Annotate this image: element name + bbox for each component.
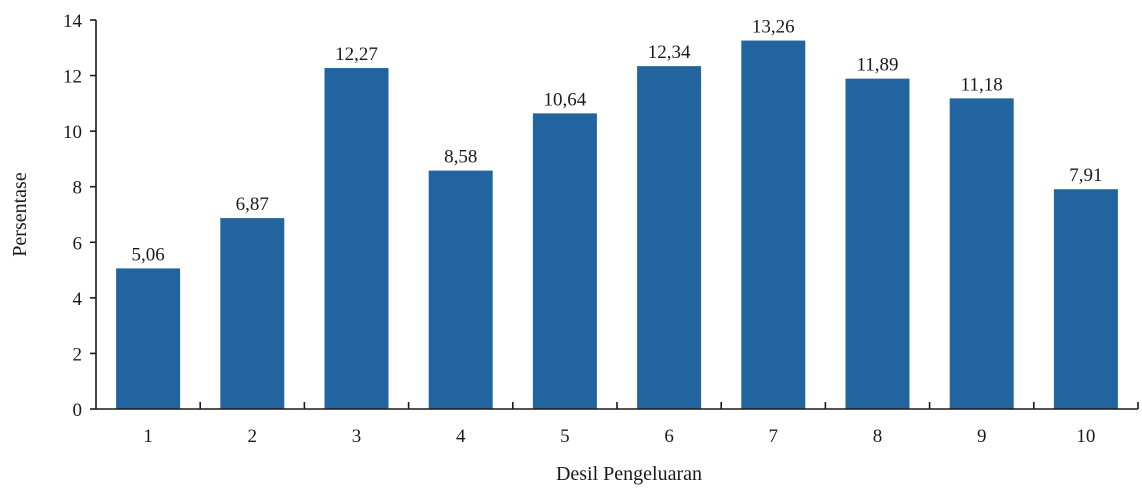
bar xyxy=(324,68,389,410)
x-tick-label: 1 xyxy=(143,426,153,447)
bar xyxy=(845,78,910,409)
bar-value-label: 13,26 xyxy=(752,17,795,38)
y-tick-label: 10 xyxy=(63,122,82,143)
bar xyxy=(532,113,597,410)
x-tick-label: 2 xyxy=(248,426,258,447)
bar xyxy=(637,66,702,410)
bar-value-label: 7,91 xyxy=(1069,165,1102,186)
x-tick-label: 9 xyxy=(977,426,987,447)
x-axis-title: Desil Pengeluaran xyxy=(556,463,702,485)
bar xyxy=(949,98,1014,409)
bar-value-label: 5,06 xyxy=(131,244,164,265)
bar-value-label: 6,87 xyxy=(236,194,269,215)
x-axis-ticks: 1 2 3 4 5 6 7 8 9 10 xyxy=(143,402,1139,447)
y-tick-label: 0 xyxy=(73,400,83,421)
bar xyxy=(220,218,285,409)
y-tick-label: 14 xyxy=(63,11,83,32)
bar-value-label: 12,34 xyxy=(648,42,691,63)
bar xyxy=(741,40,806,409)
bar xyxy=(116,268,181,409)
bar xyxy=(1053,189,1118,409)
y-tick-label: 4 xyxy=(73,289,83,310)
y-axis-ticks: 0 2 4 6 8 10 12 14 xyxy=(63,11,96,421)
x-tick-label: 4 xyxy=(456,426,466,447)
y-tick-label: 12 xyxy=(63,67,82,88)
x-tick-label: 8 xyxy=(873,426,883,447)
bar-value-label: 10,64 xyxy=(544,89,587,110)
y-tick-label: 8 xyxy=(73,178,83,199)
x-tick-label: 10 xyxy=(1076,426,1095,447)
bar-value-label: 11,18 xyxy=(961,74,1003,95)
bar-value-label: 12,27 xyxy=(335,44,378,65)
x-tick-label: 7 xyxy=(769,426,779,447)
bar-value-label: 8,58 xyxy=(444,147,477,168)
y-tick-label: 2 xyxy=(73,344,83,365)
bars xyxy=(116,40,1118,410)
bar-value-labels: 5,06 6,87 12,27 8,58 10,64 12,34 13,26 11,89 11,… xyxy=(131,17,1102,266)
x-tick-label: 6 xyxy=(664,426,674,447)
y-axis-title: Persentase xyxy=(9,172,31,257)
x-tick-label: 5 xyxy=(560,426,570,447)
y-tick-label: 6 xyxy=(73,233,83,254)
bar-value-label: 11,89 xyxy=(856,55,898,76)
bar xyxy=(428,170,493,409)
x-tick-label: 3 xyxy=(352,426,362,447)
